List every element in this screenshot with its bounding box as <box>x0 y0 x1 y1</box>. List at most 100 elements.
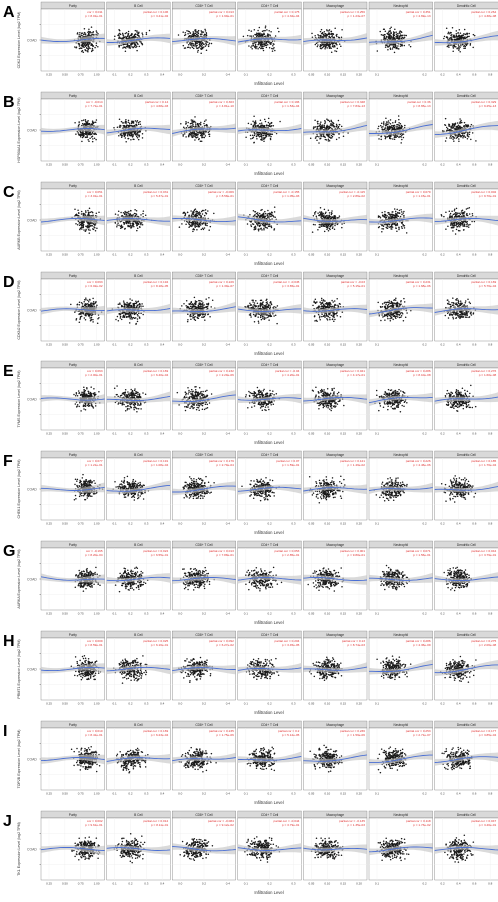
scatter-point <box>256 133 258 135</box>
scatter-point <box>331 125 333 127</box>
x-tick-label: 0.50 <box>62 253 68 257</box>
scatter-point <box>444 140 447 142</box>
scatter-point <box>400 124 403 127</box>
scatter-point <box>95 42 98 44</box>
scatter-point <box>127 119 130 122</box>
scatter-point <box>457 46 459 49</box>
scatter-point <box>317 229 319 231</box>
scatter-point <box>205 49 208 52</box>
x-tick-label: 0.3 <box>144 163 149 167</box>
scatter-point <box>322 224 325 227</box>
scatter-point <box>324 138 327 141</box>
scatter-point <box>340 125 343 128</box>
scatter-point <box>257 34 259 37</box>
scatter-point <box>269 213 272 215</box>
scatter-point <box>273 211 276 213</box>
scatter-point <box>204 223 206 225</box>
scatter-point <box>257 29 259 32</box>
scatter-point <box>268 217 270 219</box>
scatter-point <box>322 34 325 36</box>
scatter-point <box>86 225 89 227</box>
scatter-point <box>319 211 321 213</box>
scatter-point <box>185 122 187 124</box>
scatter-point <box>87 229 90 231</box>
scatter-point <box>182 31 184 33</box>
scatter-point <box>403 227 406 229</box>
scatter-point <box>189 125 192 128</box>
scatter-point <box>452 126 454 129</box>
scatter-point <box>264 25 267 27</box>
scatter-point <box>405 34 408 37</box>
scatter-point <box>398 209 401 212</box>
scatter-point <box>186 46 189 49</box>
scatter-point <box>142 210 145 212</box>
scatter-point <box>126 46 129 48</box>
scatter-point <box>93 226 95 228</box>
scatter-point <box>381 128 384 131</box>
scatter-point <box>132 223 134 226</box>
scatter-point <box>136 224 138 227</box>
scatter-point <box>126 126 128 128</box>
scatter-point <box>253 134 256 137</box>
scatter-point <box>389 127 392 129</box>
scatter-point <box>118 224 120 226</box>
scatter-point <box>453 140 455 142</box>
x-tick-label: 0.4 <box>456 73 461 77</box>
scatter-point <box>118 45 120 47</box>
scatter-point <box>205 43 208 46</box>
p-value-stat: p = 1.53e-04 <box>282 104 300 108</box>
scatter-point <box>260 47 262 50</box>
scatter-point <box>386 36 388 38</box>
scatter-point <box>257 214 260 217</box>
scatter-point <box>390 228 392 230</box>
scatter-point <box>203 122 205 125</box>
scatter-point <box>82 212 85 215</box>
scatter-point <box>83 28 86 30</box>
scatter-point <box>316 135 319 138</box>
scatter-point <box>195 31 198 33</box>
scatter-point <box>184 31 187 34</box>
scatter-point <box>395 45 397 47</box>
scatter-point <box>341 223 343 225</box>
scatter-point <box>386 215 388 217</box>
scatter-point <box>145 31 148 34</box>
panel-title: Purity <box>69 4 78 8</box>
scatter-point <box>190 210 192 212</box>
scatter-point <box>448 125 451 127</box>
scatter-point <box>126 124 129 127</box>
scatter-point <box>273 228 276 230</box>
scatter-point <box>124 227 126 230</box>
scatter-point <box>267 215 269 217</box>
scatter-point <box>400 136 402 138</box>
scatter-point <box>193 45 195 47</box>
scatter-point <box>82 224 85 227</box>
scatter-point <box>245 136 247 139</box>
scatter-point <box>323 35 325 38</box>
scatter-point <box>84 120 87 123</box>
scatter-point <box>396 208 398 211</box>
scatter-point <box>319 36 322 38</box>
scatter-point <box>329 228 331 231</box>
scatter-point <box>384 46 387 48</box>
scatter-point <box>194 43 196 45</box>
scatter-point <box>202 133 205 136</box>
scatter-point <box>81 119 83 122</box>
scatter-point <box>194 214 196 216</box>
scatter-point <box>254 211 257 213</box>
scatter-point <box>266 29 268 31</box>
scatter-point <box>386 227 389 229</box>
scatter-point <box>138 134 141 136</box>
scatter-point <box>389 33 391 35</box>
correlation-stat: partial.cor = 0.106 <box>143 10 168 14</box>
panel-title: Dendritic Cell <box>457 94 476 98</box>
scatter-point <box>393 214 395 216</box>
scatter-point <box>270 225 273 227</box>
scatter-point <box>248 45 250 47</box>
scatter-point <box>180 122 182 125</box>
scatter-point <box>334 224 336 227</box>
scatter-point <box>255 227 257 229</box>
scatter-point <box>127 221 130 224</box>
scatter-point <box>88 140 90 143</box>
scatter-point <box>91 43 93 46</box>
scatter-point <box>328 126 331 128</box>
